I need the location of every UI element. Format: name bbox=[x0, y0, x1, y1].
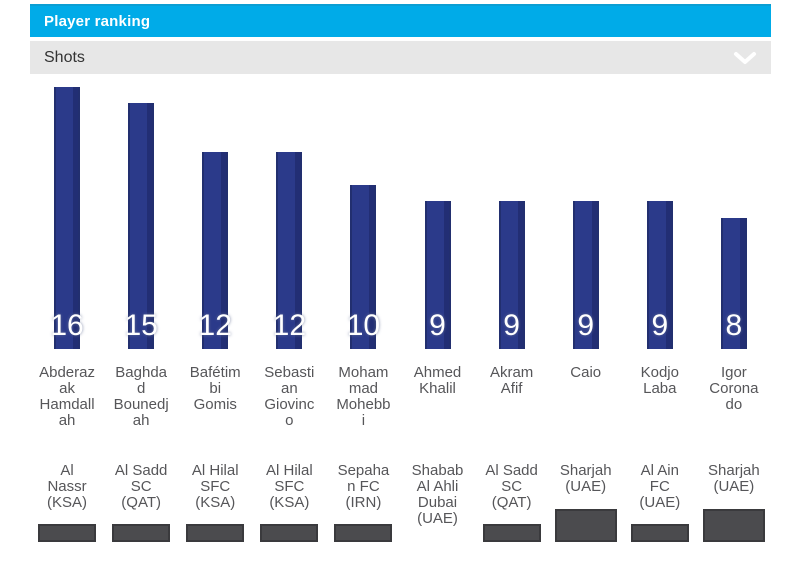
team-name: Sepaha n FC (IRN) bbox=[337, 462, 390, 511]
player-column: 9 Kodjo Laba Al Ain FC (UAE) bbox=[623, 74, 697, 542]
team-cell: Al Hilal SFC (KSA) bbox=[252, 463, 326, 542]
page-title: Player ranking bbox=[44, 13, 151, 30]
bar-area: 9 bbox=[623, 74, 697, 349]
team-cell: Al Ain FC (UAE) bbox=[623, 463, 697, 542]
bar-area: 10 bbox=[326, 74, 400, 349]
bar-value-label: 16 bbox=[50, 309, 84, 342]
bar-value-label: 15 bbox=[124, 309, 158, 342]
team-logo-placeholder bbox=[482, 524, 541, 542]
player-column: 16 Abderaz ak Hamdall ah Al Nassr (KSA) bbox=[30, 74, 104, 542]
shots-bar: 9 bbox=[424, 201, 451, 349]
team-logo-placeholder bbox=[260, 524, 319, 542]
bar-area: 16 bbox=[30, 74, 104, 349]
bar-area: 12 bbox=[178, 74, 252, 349]
bar-value-label: 9 bbox=[577, 309, 595, 342]
bar-area: 9 bbox=[549, 74, 623, 349]
player-name: Kodjo Laba bbox=[640, 364, 679, 397]
bar-value-label: 9 bbox=[429, 309, 446, 342]
player-column: 15 Baghda d Bounedj ah Al Sadd SC (QAT) bbox=[104, 74, 178, 542]
bar-value-label: 10 bbox=[346, 309, 381, 342]
shots-bar: 12 bbox=[273, 152, 306, 349]
player-column: 12 Bafétim bi Gomis Al Hilal SFC (KSA) bbox=[178, 74, 252, 542]
player-column: 8 Igor Corona do Sharjah (UAE) bbox=[697, 74, 771, 542]
team-cell: Shabab Al Ahli Dubai (UAE) bbox=[400, 463, 474, 542]
team-name: Sharjah (UAE) bbox=[708, 462, 760, 495]
chevron-down-icon bbox=[733, 51, 757, 65]
team-cell: Sepaha n FC (IRN) bbox=[326, 463, 400, 542]
player-name: Baghda d Bounedj ah bbox=[113, 364, 169, 429]
panel-title-bar: Player ranking bbox=[30, 4, 771, 37]
team-name: Al Sadd SC (QAT) bbox=[114, 462, 168, 511]
team-logo-placeholder bbox=[334, 524, 393, 542]
team-name: Al Sadd SC (QAT) bbox=[485, 462, 538, 511]
bar-area: 8 bbox=[697, 74, 771, 349]
metric-dropdown-value: Shots bbox=[44, 48, 85, 66]
team-logo-placeholder bbox=[554, 509, 617, 542]
bar-area: 9 bbox=[475, 74, 549, 349]
player-name: Igor Corona do bbox=[709, 364, 759, 413]
team-cell: Al Hilal SFC (KSA) bbox=[178, 463, 252, 542]
player-name: Ahmed Khalil bbox=[413, 364, 462, 397]
shots-bar: 15 bbox=[124, 103, 158, 349]
team-name: Al Ain FC (UAE) bbox=[639, 462, 681, 511]
metric-dropdown[interactable]: Shots bbox=[30, 41, 771, 74]
ranking-bar-chart: 16 Abderaz ak Hamdall ah Al Nassr (KSA) 15 Ba… bbox=[30, 74, 771, 542]
team-name: Al Nassr (KSA) bbox=[47, 462, 88, 511]
team-name: Shabab Al Ahli Dubai (UAE) bbox=[411, 462, 464, 527]
team-name: Sharjah (UAE) bbox=[559, 462, 612, 495]
team-cell: Al Sadd SC (QAT) bbox=[104, 463, 178, 542]
team-cell: Sharjah (UAE) bbox=[697, 463, 771, 542]
player-column: 9 Ahmed Khalil Shabab Al Ahli Dubai (UAE) bbox=[400, 74, 474, 542]
team-cell: Al Nassr (KSA) bbox=[30, 463, 104, 542]
player-name: Akram Afif bbox=[489, 364, 534, 397]
bar-area: 9 bbox=[400, 74, 474, 349]
shots-bar: 9 bbox=[498, 201, 525, 349]
player-column: 9 Akram Afif Al Sadd SC (QAT) bbox=[475, 74, 549, 542]
player-name: Abderaz ak Hamdall ah bbox=[39, 364, 95, 429]
team-name: Al Hilal SFC (KSA) bbox=[265, 462, 313, 511]
shots-bar: 9 bbox=[646, 201, 673, 349]
player-column: 12 Sebasti an Giovinc o Al Hilal SFC (KSA) bbox=[252, 74, 326, 542]
player-name: Sebasti an Giovinc o bbox=[264, 364, 315, 429]
team-cell: Al Sadd SC (QAT) bbox=[475, 463, 549, 542]
player-name: Moham mad Mohebb i bbox=[336, 364, 391, 429]
player-name: Caio bbox=[570, 364, 602, 381]
player-column: 9 Caio Sharjah (UAE) bbox=[549, 74, 623, 542]
bar-value-label: 9 bbox=[503, 309, 520, 342]
shots-bar: 8 bbox=[720, 218, 747, 349]
team-cell: Sharjah (UAE) bbox=[549, 463, 623, 542]
bar-area: 12 bbox=[252, 74, 326, 349]
shots-bar: 10 bbox=[347, 185, 380, 349]
shots-bar: 9 bbox=[572, 201, 599, 349]
team-logo-placeholder bbox=[702, 509, 765, 542]
bar-value-label: 12 bbox=[198, 309, 232, 342]
shots-bar: 12 bbox=[199, 152, 232, 349]
player-column: 10 Moham mad Mohebb i Sepaha n FC (IRN) bbox=[326, 74, 400, 542]
bar-value-label: 9 bbox=[651, 309, 669, 342]
team-logo-placeholder bbox=[186, 524, 245, 542]
team-logo-placeholder bbox=[112, 524, 171, 542]
team-logo-placeholder bbox=[38, 524, 97, 542]
team-logo-placeholder bbox=[630, 524, 689, 542]
bar-area: 15 bbox=[104, 74, 178, 349]
team-name: Al Hilal SFC (KSA) bbox=[191, 462, 239, 511]
bar-value-label: 8 bbox=[725, 309, 743, 342]
bar-value-label: 12 bbox=[272, 309, 307, 342]
player-name: Bafétim bi Gomis bbox=[189, 364, 241, 413]
shots-bar: 16 bbox=[50, 87, 84, 349]
